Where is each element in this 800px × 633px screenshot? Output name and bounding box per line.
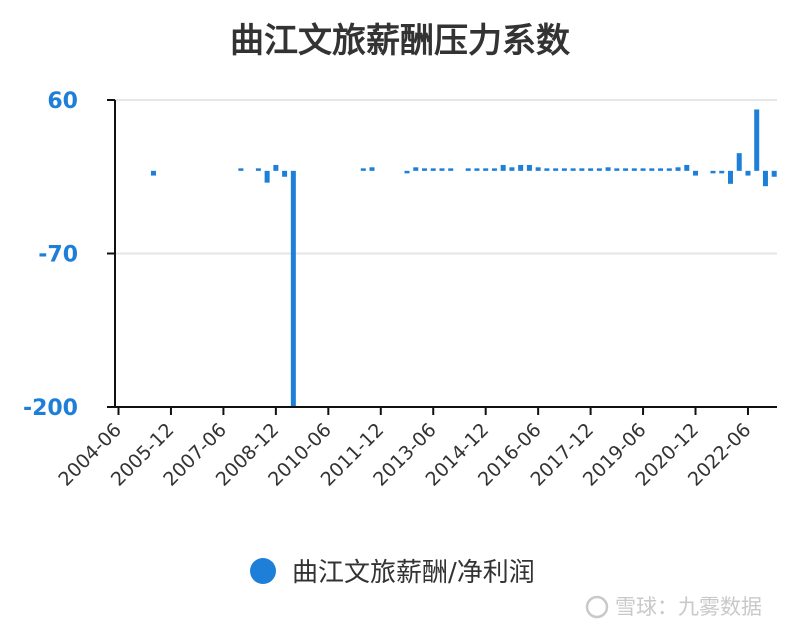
bars	[150, 109, 777, 407]
bar[interactable]	[430, 168, 436, 171]
bar[interactable]	[649, 168, 655, 171]
legend-label: 曲江文旅薪酬/净利润	[292, 558, 535, 588]
bar[interactable]	[605, 167, 611, 171]
watermark-text: 雪球：九雾数据	[615, 595, 762, 619]
bar[interactable]	[762, 170, 768, 187]
bar[interactable]	[754, 109, 760, 171]
bar[interactable]	[693, 170, 699, 176]
bar[interactable]	[360, 168, 366, 171]
watermark-logo-icon	[585, 595, 609, 619]
bar[interactable]	[710, 170, 716, 174]
bar[interactable]	[727, 170, 733, 184]
bar[interactable]	[614, 168, 620, 171]
bar[interactable]	[483, 168, 489, 171]
bar[interactable]	[255, 168, 261, 171]
bar[interactable]	[719, 170, 725, 174]
bar[interactable]	[623, 168, 629, 171]
bar[interactable]	[631, 168, 637, 171]
bar[interactable]	[290, 170, 296, 407]
bar[interactable]	[421, 168, 427, 171]
watermark: 雪球：九雾数据	[585, 595, 762, 619]
bar[interactable]	[404, 170, 410, 174]
bar[interactable]	[500, 164, 506, 171]
bar[interactable]	[736, 153, 742, 171]
bar[interactable]	[448, 168, 454, 171]
bar[interactable]	[535, 167, 541, 171]
legend[interactable]: 曲江文旅薪酬/净利润	[250, 558, 535, 588]
bar[interactable]	[413, 167, 419, 171]
bar[interactable]	[684, 164, 690, 171]
grid-lines	[115, 99, 777, 408]
bar[interactable]	[640, 168, 646, 171]
bar[interactable]	[561, 168, 567, 171]
bar[interactable]	[509, 167, 515, 171]
bar[interactable]	[264, 170, 270, 183]
y-tick-label: 60	[47, 89, 78, 114]
bar[interactable]	[282, 170, 288, 177]
bar[interactable]	[745, 170, 751, 176]
bar[interactable]	[273, 164, 279, 171]
bar[interactable]	[588, 168, 594, 171]
bar[interactable]	[553, 168, 559, 171]
legend-marker	[250, 558, 276, 584]
bar[interactable]	[238, 168, 244, 171]
bar[interactable]	[150, 170, 156, 176]
bar[interactable]	[518, 164, 524, 171]
bar[interactable]	[771, 170, 777, 177]
bar[interactable]	[675, 167, 681, 171]
y-tick-label: -200	[23, 396, 78, 421]
bar[interactable]	[465, 168, 471, 171]
bar[interactable]	[666, 168, 672, 171]
bar[interactable]	[544, 168, 550, 171]
x-tick-labels: 2004-062005-122007-062008-122010-062011-…	[54, 419, 755, 491]
bar[interactable]	[596, 168, 602, 171]
axes	[107, 99, 777, 415]
bar[interactable]	[570, 168, 576, 171]
bar[interactable]	[526, 164, 532, 171]
chart-title: 曲江文旅薪酬压力系数	[230, 21, 570, 61]
bar[interactable]	[491, 168, 497, 171]
bar[interactable]	[658, 168, 664, 171]
y-tick-label: -70	[38, 243, 78, 268]
bar[interactable]	[474, 168, 480, 171]
bar[interactable]	[439, 168, 445, 171]
bar[interactable]	[579, 168, 585, 171]
bar[interactable]	[369, 167, 375, 171]
y-tick-labels: 60 -70 -200	[23, 89, 78, 421]
